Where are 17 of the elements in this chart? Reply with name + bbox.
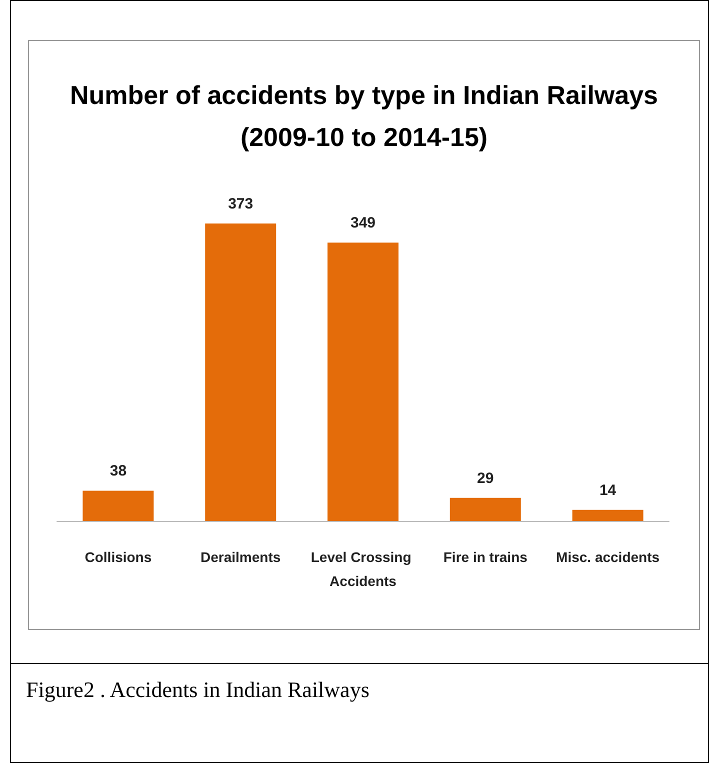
caption: Figure2 . Accidents in Indian Railways bbox=[26, 677, 370, 703]
x-tick-label: Collisions bbox=[84, 549, 152, 565]
data-label: 29 bbox=[477, 470, 494, 487]
bar bbox=[450, 498, 521, 521]
bar bbox=[328, 242, 398, 521]
x-tick-label: Level Crossing Accidents bbox=[310, 549, 416, 589]
data-label: 14 bbox=[599, 482, 617, 499]
x-tick-label: Fire in trains bbox=[443, 549, 528, 565]
data-label: 38 bbox=[110, 462, 127, 480]
chart-title: Number of accidents by type in Indian Railways (2009-10 to 2014-15) bbox=[70, 80, 658, 152]
bar bbox=[82, 490, 154, 521]
data-label: 373 bbox=[228, 196, 254, 213]
x-tick-label: Misc. accidents bbox=[556, 549, 660, 565]
bar bbox=[205, 224, 276, 521]
x-tick-label: Derailments bbox=[200, 549, 281, 565]
bar bbox=[572, 510, 644, 521]
data-label: 349 bbox=[350, 214, 376, 232]
